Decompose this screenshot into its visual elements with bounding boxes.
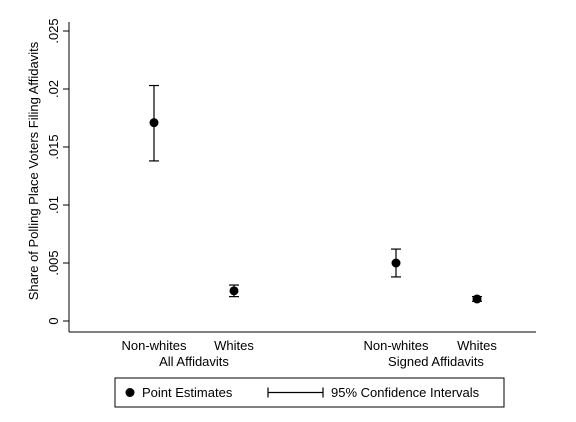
y-ticks: 0 .005 .01 .015 .02 .025	[46, 18, 69, 325]
y-tick-label: .02	[46, 80, 61, 98]
group-label: All Affidavits	[159, 354, 229, 369]
data-marks	[149, 84, 482, 304]
point-estimate	[472, 294, 482, 304]
y-tick-label: .025	[46, 18, 61, 43]
y-tick-label: .01	[46, 196, 61, 214]
category-label: Non-whites	[363, 338, 429, 353]
category-label: Whites	[214, 338, 254, 353]
y-tick-label: .005	[46, 250, 61, 275]
legend: Point Estimates 95% Confidence Intervals	[114, 377, 505, 408]
category-label: Non-whites	[121, 338, 187, 353]
legend-label: 95% Confidence Intervals	[331, 385, 480, 400]
point-estimate	[229, 286, 239, 296]
y-tick-label: .015	[46, 134, 61, 159]
legend-dot-marker	[125, 388, 135, 397]
group-label: Signed Affidavits	[388, 354, 484, 369]
y-tick-label: 0	[46, 317, 61, 324]
legend-label: Point Estimates	[142, 385, 233, 400]
point-estimate	[391, 258, 401, 268]
y-axis-title: Share of Polling Place Voters Filing Aff…	[26, 41, 41, 300]
point-estimate	[149, 118, 159, 128]
category-label: Whites	[457, 338, 497, 353]
